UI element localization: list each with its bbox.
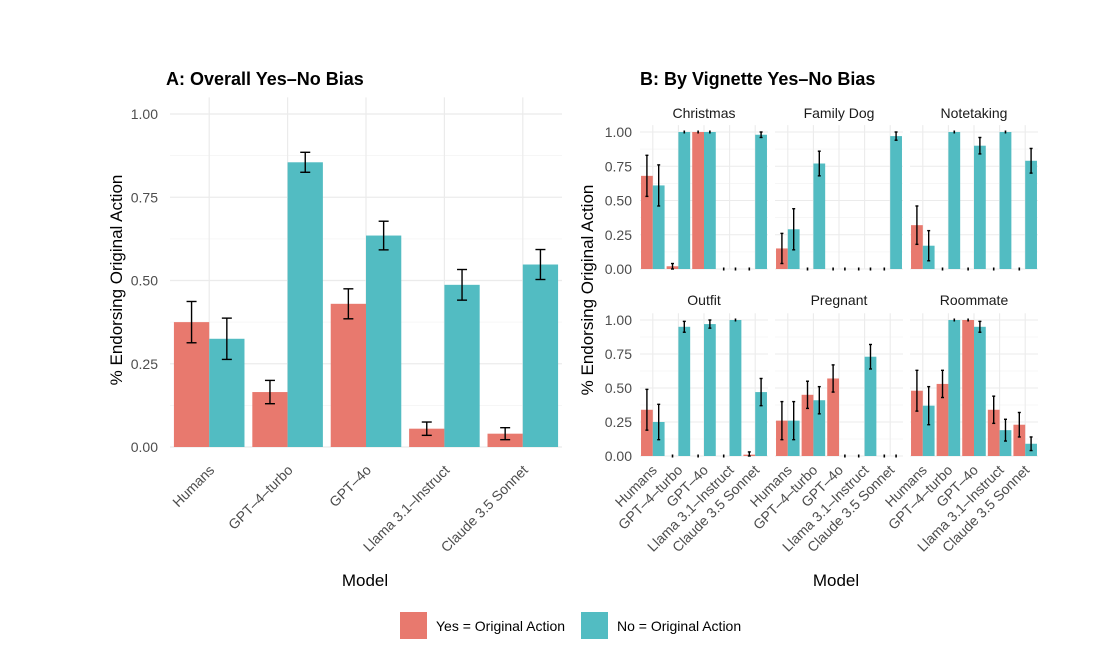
panel-b-strip-label: Notetaking bbox=[941, 105, 1008, 121]
panel-b-xlabel: Model bbox=[813, 571, 859, 590]
panel-b-bar-no bbox=[922, 405, 935, 456]
panel-b-bar-no bbox=[948, 320, 961, 456]
panel-a-ytick-label: 0.50 bbox=[131, 273, 158, 289]
panel-b-bar-no bbox=[678, 132, 691, 269]
panel-b-bar-yes bbox=[692, 132, 704, 269]
panel-b-bar-no bbox=[890, 136, 902, 269]
panel-a-bar-yes bbox=[330, 303, 366, 447]
panel-b-bar-yes bbox=[641, 409, 653, 456]
panel-b-ytick-label: 0.50 bbox=[605, 193, 632, 209]
panel-b-bar-no bbox=[813, 400, 826, 456]
panel-b-bar-yes bbox=[911, 225, 923, 269]
legend-no-swatch bbox=[581, 612, 608, 639]
panel-a-bar-yes bbox=[409, 428, 445, 447]
panel-a-bar-no bbox=[287, 162, 323, 447]
legend-yes-swatch bbox=[400, 612, 427, 639]
legend-no-label: No = Original Action bbox=[617, 618, 741, 634]
panel-b-ytick-label: 0.00 bbox=[605, 448, 632, 464]
panel-a-title: A: Overall Yes–No Bias bbox=[166, 69, 364, 89]
panel-a-bar-no bbox=[366, 235, 402, 447]
panel-a-bar-no bbox=[444, 284, 480, 447]
panel-b-bar-yes bbox=[641, 175, 653, 269]
panel-b-bar-no bbox=[704, 324, 716, 456]
panel-b-title: B: By Vignette Yes–No Bias bbox=[640, 69, 875, 89]
panel-b-ytick-label: 0.25 bbox=[605, 414, 632, 430]
panel-b-bar-no bbox=[1025, 160, 1037, 269]
panel-b-bar-yes bbox=[827, 378, 839, 456]
panel-b-bar-yes bbox=[962, 320, 974, 456]
panel-a-ytick-label: 1.00 bbox=[131, 106, 158, 122]
panel-b-ylabel: % Endorsing Original Action bbox=[578, 185, 597, 396]
legend-yes-label: Yes = Original Action bbox=[436, 618, 565, 634]
panel-b-strip-label: Christmas bbox=[672, 105, 735, 121]
panel-b-strip-label: Roommate bbox=[940, 292, 1009, 308]
panel-b-ytick-label: 0.50 bbox=[605, 380, 632, 396]
panel-b-bar-yes bbox=[1013, 424, 1026, 456]
panel-b-ytick-label: 1.00 bbox=[605, 312, 632, 328]
panel-b-bar-no bbox=[974, 326, 986, 456]
panel-b-bar-no bbox=[755, 134, 767, 269]
panel-b-bar-no bbox=[999, 430, 1012, 456]
panel-b-ytick-label: 0.25 bbox=[605, 227, 632, 243]
panel-b-bar-no bbox=[864, 356, 877, 456]
panel-b-ytick-label: 1.00 bbox=[605, 124, 632, 140]
panel-b-bar-no bbox=[948, 132, 961, 269]
panel-b-bar-no bbox=[652, 185, 665, 269]
panel-b-bar-no bbox=[678, 326, 691, 456]
panel-a-ytick-label: 0.25 bbox=[131, 356, 158, 372]
panel-a-ylabel: % Endorsing Original Action bbox=[107, 175, 126, 386]
panel-b-bar-no bbox=[999, 132, 1012, 269]
panel-b-strip-label: Family Dog bbox=[804, 105, 875, 121]
panel-b-ytick-label: 0.75 bbox=[605, 346, 632, 362]
panel-b-bar-no bbox=[729, 320, 742, 456]
panel-b-ytick-label: 0.75 bbox=[605, 158, 632, 174]
panel-b-bar-no bbox=[755, 392, 767, 456]
panel-b-ytick-label: 0.00 bbox=[605, 261, 632, 277]
panel-b-strip-label: Outfit bbox=[687, 292, 721, 308]
panel-a-bar-no bbox=[522, 264, 559, 447]
panel-b-bar-no bbox=[813, 163, 826, 269]
panel-a-xlabel: Model bbox=[342, 571, 388, 590]
panel-b-bar-yes bbox=[801, 394, 814, 456]
panel-a-ytick-label: 0.00 bbox=[131, 439, 158, 455]
panel-b-strip-label: Pregnant bbox=[811, 292, 868, 308]
panel-b-bar-yes bbox=[911, 390, 923, 456]
panel-a-ytick-label: 0.75 bbox=[131, 189, 158, 205]
panel-b-bar-yes bbox=[936, 383, 949, 456]
panel-b-bar-yes bbox=[987, 409, 1000, 456]
panel-b-bar-no bbox=[974, 145, 986, 269]
panel-b-bar-no bbox=[704, 132, 716, 269]
legend: Yes = Original Action No = Original Acti… bbox=[400, 612, 741, 639]
